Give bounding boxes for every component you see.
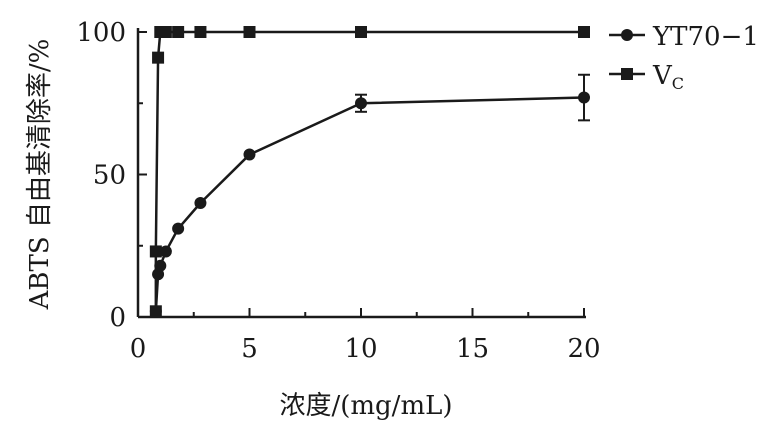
legend-label-vc: VC [652, 61, 684, 93]
y-ticks: 0 50 100 [76, 18, 147, 333]
data-point [152, 51, 165, 64]
data-point [159, 26, 172, 38]
series-layer [149, 26, 590, 318]
legend-label-yt70-1: YT70−1 [652, 22, 759, 52]
x-tick-label: 0 [130, 334, 147, 364]
y-tick-label: 100 [76, 18, 126, 48]
data-point [578, 91, 590, 104]
data-point [154, 259, 167, 272]
x-tick-label: 5 [241, 334, 258, 364]
y-tick-label: 50 [93, 161, 126, 191]
series-line [154, 30, 584, 312]
legend-marker-vc [621, 68, 633, 80]
data-point [149, 305, 162, 318]
x-axis-label: 浓度/(mg/mL) [279, 391, 452, 421]
series-yt70-1 [149, 73, 590, 318]
data-point [355, 97, 367, 110]
series-vc [149, 26, 590, 318]
data-point [194, 197, 207, 209]
data-point [149, 245, 162, 258]
legend-item-vc: VC [609, 61, 684, 93]
x-ticks: 0 5 10 15 20 [130, 308, 601, 364]
data-point [578, 26, 590, 38]
x-tick-label: 15 [456, 334, 489, 364]
x-tick-label: 10 [344, 334, 377, 364]
data-point [243, 148, 256, 161]
data-point [243, 26, 256, 38]
x-tick-label: 20 [567, 334, 600, 364]
y-tick-label: 0 [109, 303, 126, 333]
series-line [154, 96, 585, 312]
data-point [172, 222, 185, 235]
data-point [355, 26, 367, 38]
data-point [159, 245, 172, 258]
data-point [172, 26, 185, 38]
data-point [194, 26, 207, 38]
legend-marker-yt70-1 [621, 29, 633, 41]
legend-item-yt70-1: YT70−1 [609, 22, 759, 52]
axes [136, 28, 586, 319]
legend: YT70−1 VC [609, 22, 759, 93]
y-axis-label: ABTS 自由基清除率/% [25, 39, 55, 311]
